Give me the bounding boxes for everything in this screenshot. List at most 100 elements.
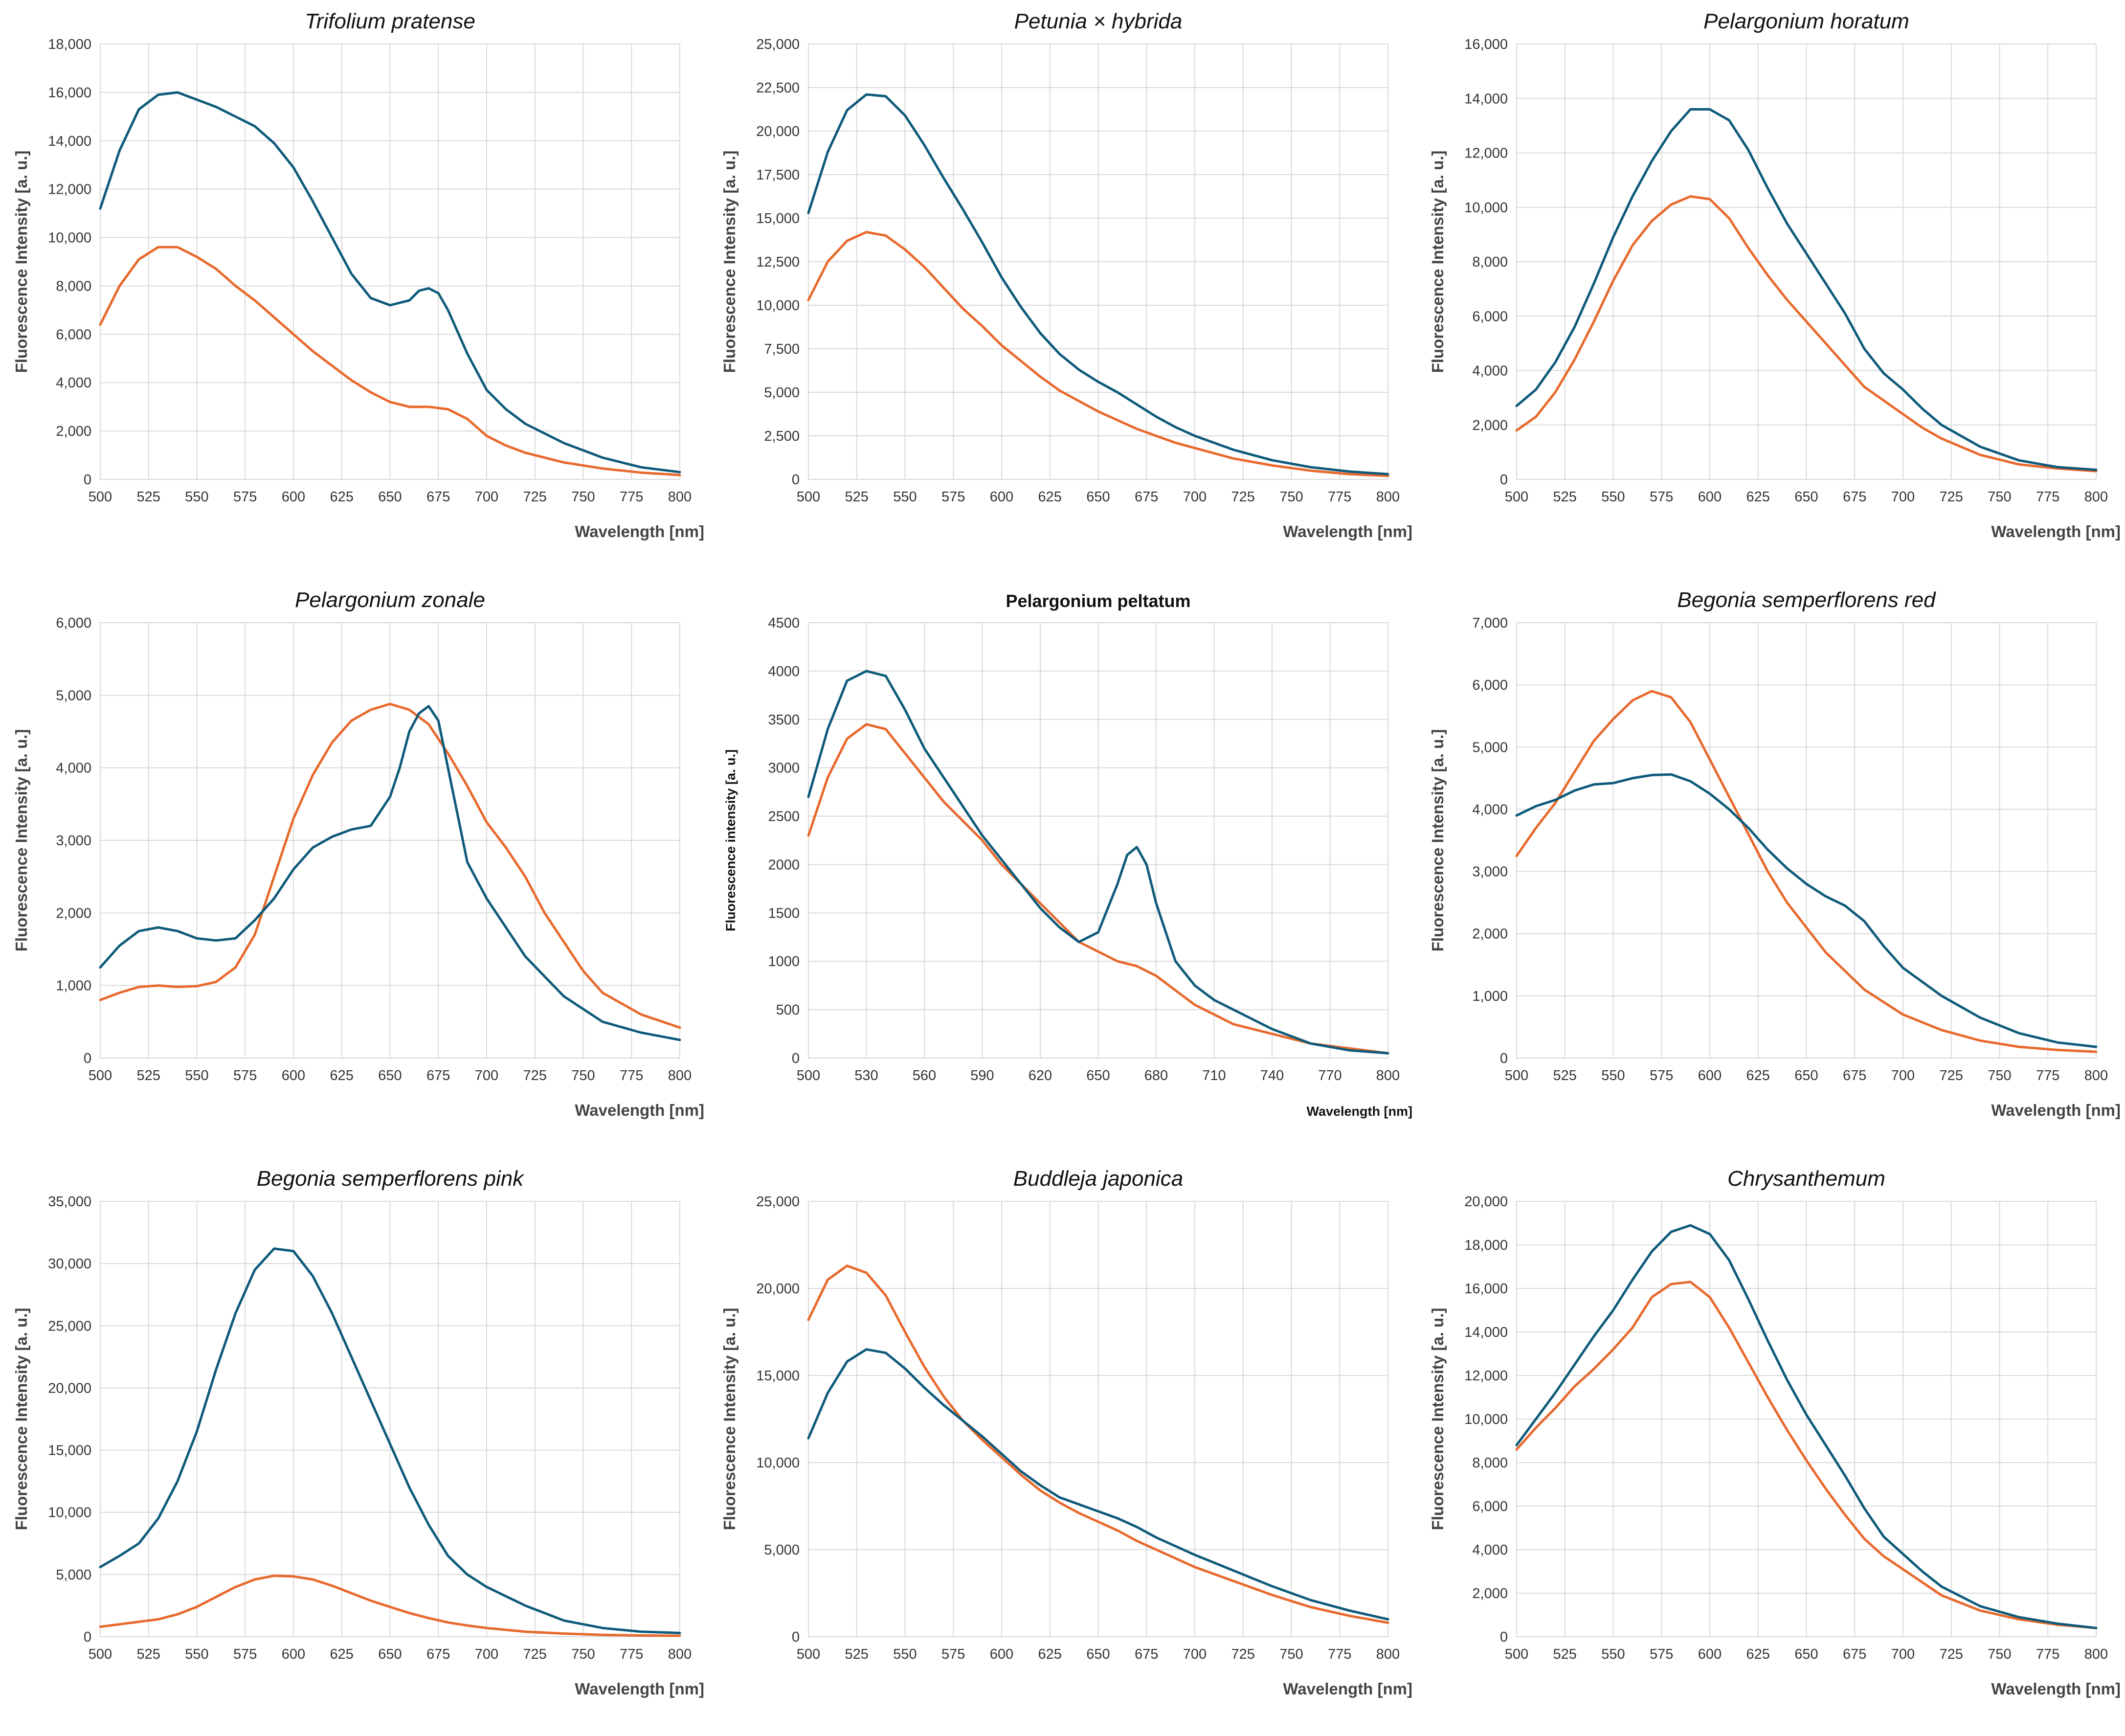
y-tick-label: 12,000 [1464,146,1508,161]
x-tick-label: 750 [1988,1646,2011,1662]
y-axis-label: Fluorescence Intensity [a. u.] [1429,729,1447,952]
x-tick-label: 775 [2036,1068,2059,1083]
x-axis-label: Wavelength [nm] [1991,522,2121,541]
y-tick-label: 2,000 [56,424,91,439]
x-tick-label: 800 [2084,489,2108,505]
y-tick-label: 8,000 [1472,254,1508,270]
x-tick-label: 725 [523,1068,547,1083]
x-tick-label: 500 [1505,1646,1528,1662]
chart-svg: 500 525 550 575 600 625 650 675 700 725 750 775 800 0… [1429,1167,2121,1698]
x-tick-label: 725 [523,489,547,505]
y-tick-label: 20,000 [48,1380,91,1396]
x-tick-label: 650 [378,1068,402,1083]
plot-frame [100,1201,680,1637]
x-tick-label: 550 [893,1646,917,1662]
y-tick-label: 15,000 [756,211,800,226]
x-tick-label: 600 [990,489,1013,505]
chart-title: Pelargonium horatum [1703,9,1909,33]
x-tick-label: 750 [571,1646,595,1662]
x-tick-label: 575 [941,489,965,505]
y-tick-label: 6,000 [1472,1499,1508,1514]
plot-frame [1516,1201,2097,1637]
x-tick-label: 725 [523,1646,547,1662]
x-tick-label: 550 [185,1646,208,1662]
x-tick-label: 625 [1038,1646,1062,1662]
x-tick-label: 700 [1183,1646,1207,1662]
y-tick-label: 17,500 [756,167,800,183]
x-tick-label: 775 [620,489,643,505]
x-tick-label: 770 [1318,1068,1342,1083]
y-tick-label: 8,000 [1472,1455,1508,1471]
y-axis-label: Fluorescence Intensity [a. u.] [12,1308,30,1531]
x-tick-label: 650 [1794,1646,1818,1662]
x-tick-label: 675 [1843,489,1866,505]
y-tick-label: 12,000 [1464,1368,1508,1384]
x-tick-label: 650 [1086,1646,1110,1662]
series-line [99,1574,681,1637]
y-tick-label: 6,000 [1472,309,1508,324]
y-tick-label: 500 [776,1002,800,1018]
series-line [1515,1224,2098,1629]
y-tick-label: 3500 [768,712,800,728]
x-tick-label: 800 [1376,489,1400,505]
series-line [99,705,681,1041]
x-tick-label: 675 [1135,489,1158,505]
y-tick-label: 0 [792,1629,800,1645]
series-line [807,1264,1389,1624]
x-tick-label: 500 [89,1068,112,1083]
x-tick-label: 675 [426,1646,450,1662]
y-tick-label: 25,000 [48,1318,91,1334]
x-tick-label: 750 [571,489,595,505]
x-tick-label: 650 [378,489,402,505]
plot-frame [1516,622,2097,1059]
chart-title: Chrysanthemum [1727,1167,1885,1191]
x-tick-label: 775 [2036,489,2059,505]
y-tick-label: 18,000 [48,37,91,52]
y-tick-label: 5,000 [56,688,91,703]
series-line [807,93,1389,475]
x-tick-label: 710 [1202,1068,1226,1083]
x-tick-label: 575 [1650,1646,1673,1662]
x-axis-label: Wavelength [nm] [1991,1101,2121,1119]
plot-frame [808,622,1388,1059]
x-tick-label: 500 [797,489,820,505]
x-tick-label: 775 [1328,1646,1351,1662]
y-tick-label: 10,000 [1464,1412,1508,1427]
x-tick-label: 575 [233,1646,257,1662]
x-tick-label: 725 [1940,1068,1963,1083]
y-tick-label: 18,000 [1464,1238,1508,1253]
x-axis-label: Wavelength [nm] [1283,1680,1412,1698]
y-tick-label: 10,000 [756,1455,800,1471]
y-axis-label: Fluorescence Intensity [a. u.] [12,151,30,373]
y-tick-label: 30,000 [48,1256,91,1272]
x-tick-label: 525 [137,1068,160,1083]
x-tick-label: 750 [1988,1068,2011,1083]
y-tick-label: 14,000 [1464,91,1508,107]
y-tick-label: 1500 [768,905,800,921]
y-axis-label: Fluorescence Intensity [a. u.] [720,151,738,373]
y-tick-label: 6,000 [1472,677,1508,693]
y-tick-label: 16,000 [48,85,91,101]
chart-title: Begonia semperflorens red [1677,588,1936,612]
x-tick-label: 625 [330,1646,354,1662]
chart-title: Begonia semperflorens pink [257,1167,524,1191]
y-tick-label: 1,000 [56,978,91,994]
x-tick-label: 800 [668,489,692,505]
x-tick-label: 500 [797,1646,820,1662]
y-tick-label: 0 [792,472,800,488]
x-tick-label: 530 [854,1068,878,1083]
x-tick-label: 650 [1086,489,1110,505]
series-line [99,91,681,473]
x-axis-label: Wavelength [nm] [575,522,704,541]
plot-frame [100,44,680,480]
x-tick-label: 575 [1650,489,1673,505]
y-tick-label: 8,000 [56,278,91,294]
chart-svg: 500 525 550 575 600 625 650 675 700 725 750 775 800 0… [720,9,1412,541]
x-tick-label: 650 [1794,1068,1818,1083]
x-tick-label: 625 [1038,489,1062,505]
y-tick-label: 14,000 [48,134,91,149]
x-tick-label: 560 [913,1068,936,1083]
x-tick-label: 800 [1376,1646,1400,1662]
x-tick-label: 750 [1279,1646,1303,1662]
x-tick-label: 725 [1940,1646,1963,1662]
